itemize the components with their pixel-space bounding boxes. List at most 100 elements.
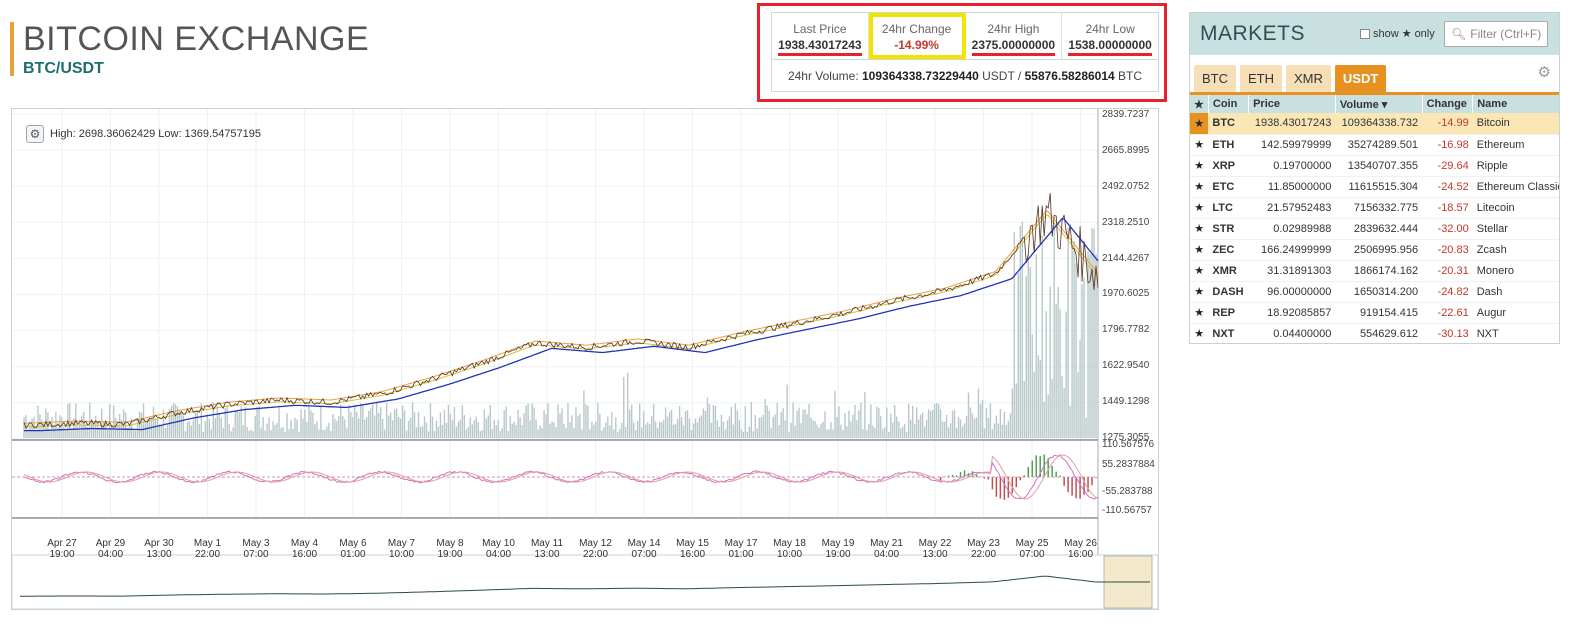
coin-change: -32.00 xyxy=(1422,218,1473,240)
time-tick-hour: 10:00 xyxy=(776,549,803,560)
time-tick-date: May 18 xyxy=(773,538,806,549)
column-price[interactable]: Price xyxy=(1248,95,1336,113)
time-tick-date: May 6 xyxy=(339,538,367,549)
time-tick-label: May 26 16:00 xyxy=(1064,538,1097,560)
price-chart[interactable]: ⚙ High: 2698.36062429 Low: 1369.54757195… xyxy=(11,108,1159,610)
star-icon[interactable]: ★ xyxy=(1190,260,1209,282)
coin-change: -22.61 xyxy=(1422,302,1473,324)
time-tick-hour: 13:00 xyxy=(146,549,172,560)
time-tick-hour: 07:00 xyxy=(631,549,657,560)
time-tick-hour: 04:00 xyxy=(873,549,900,560)
gear-icon[interactable]: ⚙ xyxy=(1537,64,1551,81)
table-row[interactable]: ★ XRP 0.19700000 13540707.355 -29.64 Ripple xyxy=(1190,155,1559,177)
last-price-stat: Last Price 1938.43017243 xyxy=(772,13,869,59)
coin-symbol: NXT xyxy=(1208,323,1249,343)
volume-label: 24hr Volume: xyxy=(787,69,859,83)
tab-btc[interactable]: BTC xyxy=(1194,65,1236,92)
column-name[interactable]: Name xyxy=(1472,95,1559,113)
time-tick-label: May 10 04:00 xyxy=(482,538,515,560)
time-tick-label: May 15 16:00 xyxy=(676,538,709,560)
tab-eth[interactable]: ETH xyxy=(1240,65,1282,92)
time-tick-date: May 7 xyxy=(387,538,416,549)
time-tick-date: May 25 xyxy=(1015,538,1049,549)
time-tick-date: May 22 xyxy=(918,538,952,549)
macd-signal-line xyxy=(23,454,1099,500)
market-tabs: BTC ETH XMR USDT ⚙ xyxy=(1190,55,1559,95)
column-volume[interactable]: Volume ▾ xyxy=(1335,95,1423,113)
time-tick-date: Apr 29 xyxy=(95,538,126,549)
table-row[interactable]: ★ LTC 21.57952483 7156332.775 -18.57 Litecoin xyxy=(1190,197,1559,219)
table-row[interactable]: ★ ETC 11.85000000 11615515.304 -24.52 Ethereu… xyxy=(1190,176,1559,198)
star-icon[interactable]: ★ xyxy=(1190,323,1209,343)
table-row[interactable]: ★ ZEC 166.24999999 2506995.956 -20.83 Zcash xyxy=(1190,239,1559,261)
markets-table: ★ Coin Price Volume ▾ Change Name ★ BTC 19… xyxy=(1190,95,1559,343)
table-row[interactable]: ★ ETH 142.59979999 35274289.501 -16.98 Ethere… xyxy=(1190,134,1559,156)
volume-btc: 55876.58286014 xyxy=(1024,69,1115,83)
coin-symbol: REP xyxy=(1208,302,1249,324)
table-row[interactable]: ★ DASH 96.00000000 1650314.200 -24.82 Dash xyxy=(1190,281,1559,303)
star-icon[interactable]: ★ xyxy=(1190,302,1209,324)
coin-volume: 2839632.444 xyxy=(1335,218,1423,240)
star-icon[interactable]: ★ xyxy=(1190,239,1209,261)
time-tick-label: May 1 22:00 xyxy=(194,538,221,560)
time-tick-date: Apr 30 xyxy=(144,538,174,549)
tab-xmr[interactable]: XMR xyxy=(1286,65,1331,92)
time-tick-hour: 16:00 xyxy=(679,549,706,560)
time-tick-date: May 12 xyxy=(579,538,612,549)
time-tick-label: May 12 22:00 xyxy=(579,538,612,560)
price-tick-label: 1622.9540 xyxy=(1102,360,1150,372)
price-tick-label: 2492.0752 xyxy=(1102,180,1150,192)
star-icon[interactable]: ★ xyxy=(1190,218,1209,240)
volume-usdt: 109364338.73229440 xyxy=(862,69,979,83)
chart-settings-icon[interactable]: ⚙ xyxy=(26,125,44,143)
coin-price: 0.04400000 xyxy=(1248,323,1336,343)
star-icon[interactable]: ★ xyxy=(1190,176,1209,198)
time-tick-hour: 10:00 xyxy=(388,549,415,560)
time-tick-date: May 3 xyxy=(242,538,270,549)
star-icon[interactable]: ★ xyxy=(1190,134,1209,156)
time-tick-label: May 6 01:00 xyxy=(339,538,366,560)
coin-symbol: BTC xyxy=(1208,113,1249,135)
high-value: 2375.00000000 xyxy=(971,38,1056,56)
price-tick-label: 1449.1298 xyxy=(1102,396,1150,408)
time-tick-date: May 17 xyxy=(724,538,758,549)
coin-price: 0.02989988 xyxy=(1248,218,1336,240)
time-tick-hour: 22:00 xyxy=(194,549,221,560)
column-coin[interactable]: Coin xyxy=(1208,95,1250,113)
change-value: -14.99% xyxy=(894,38,939,52)
table-row[interactable]: ★ REP 18.92085857 919154.415 -22.61 Augur xyxy=(1190,302,1559,324)
time-tick-hour: 13:00 xyxy=(922,549,948,560)
filter-input[interactable]: 🔍︎ Filter (Ctrl+F) xyxy=(1444,21,1548,47)
star-icon[interactable]: ★ xyxy=(1190,197,1209,219)
star-column-header[interactable]: ★ xyxy=(1190,95,1209,113)
show-starred-checkbox[interactable] xyxy=(1360,28,1370,39)
table-row[interactable]: ★ XMR 31.31891303 1866174.162 -20.31 Monero xyxy=(1190,260,1559,282)
table-row[interactable]: ★ NXT 0.04400000 554629.612 -30.13 NXT xyxy=(1190,323,1559,343)
table-row[interactable]: ★ STR 0.02989988 2839632.444 -32.00 Stellar xyxy=(1190,218,1559,240)
last-price-value: 1938.43017243 xyxy=(778,38,862,56)
chart-canvas[interactable] xyxy=(12,109,1158,609)
tab-usdt[interactable]: USDT xyxy=(1334,65,1387,92)
star-icon[interactable]: ★ xyxy=(1190,281,1209,303)
coin-price: 96.00000000 xyxy=(1248,281,1336,303)
time-tick-label: May 25 07:00 xyxy=(1016,538,1049,560)
page-title: BITCOIN EXCHANGE xyxy=(23,20,370,58)
time-tick-hour: 22:00 xyxy=(582,549,609,560)
star-icon[interactable]: ★ xyxy=(1190,113,1209,135)
coin-name: Dash xyxy=(1472,281,1559,303)
time-tick-label: May 11 13:00 xyxy=(531,538,563,560)
star-icon[interactable]: ★ xyxy=(1190,155,1209,177)
show-starred-only-toggle[interactable]: show ★ only xyxy=(1360,27,1435,40)
column-change[interactable]: Change xyxy=(1422,95,1474,113)
coin-name: Monero xyxy=(1472,260,1559,282)
coin-symbol: LTC xyxy=(1208,197,1249,219)
coin-volume: 109364338.732 xyxy=(1335,113,1423,135)
time-tick-hour: 16:00 xyxy=(1067,549,1094,560)
markets-title: MARKETS xyxy=(1200,22,1306,45)
show-label: show xyxy=(1373,27,1399,40)
time-tick-label: Apr 27 19:00 xyxy=(47,538,76,560)
price-tick-label: 2318.2510 xyxy=(1102,216,1150,228)
coin-volume: 554629.612 xyxy=(1335,323,1423,343)
time-tick-date: May 14 xyxy=(627,538,661,549)
table-row[interactable]: ★ BTC 1938.43017243 109364338.732 -14.99 Bitc… xyxy=(1190,113,1559,135)
